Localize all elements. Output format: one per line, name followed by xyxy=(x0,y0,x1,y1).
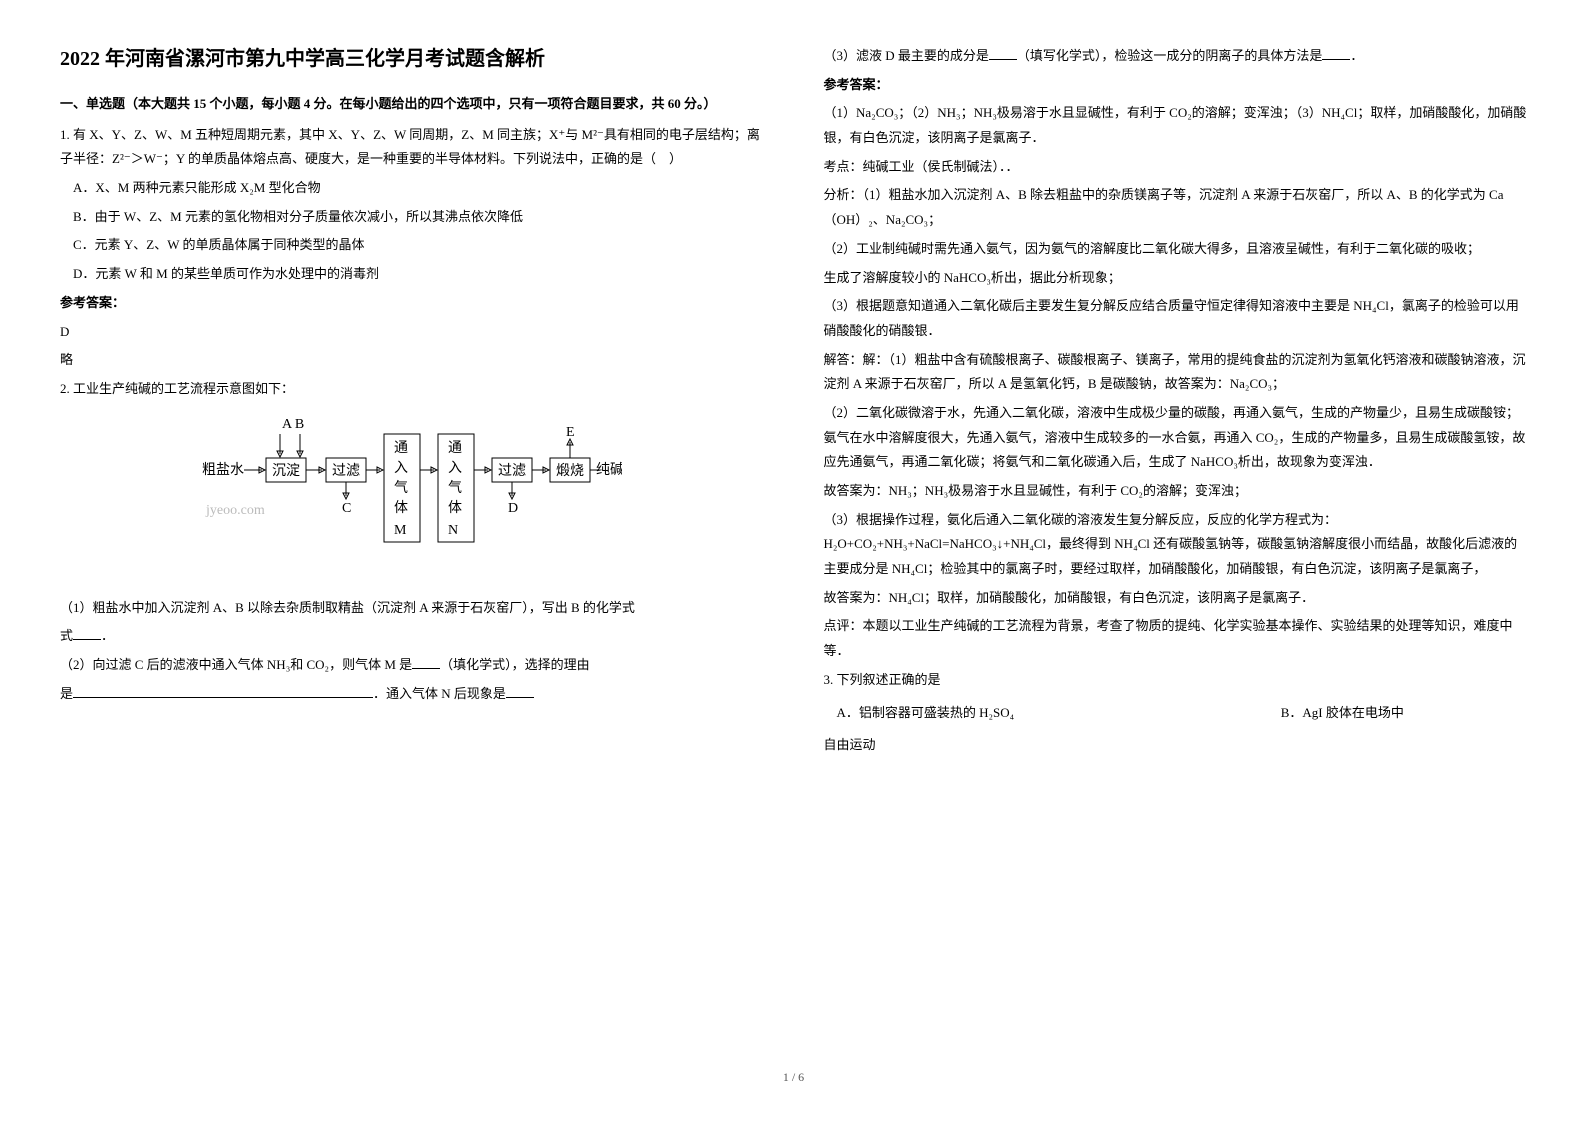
diag-duanshao: 煅烧 xyxy=(556,463,584,479)
left-column: 2022 年河南省漯河市第九中学高三化学月考试题含解析 一、单选题（本大题共 1… xyxy=(60,40,764,1060)
q2-sub1: （1）粗盐水中加入沉淀剂 A、B 以除去杂质制取精盐（沉淀剂 A 来源于石灰窑厂… xyxy=(60,596,764,621)
q3-stem: 3. 下列叙述正确的是 xyxy=(824,668,1528,693)
diag-e: E xyxy=(566,425,575,440)
q3-opt-b-cont: 自由运动 xyxy=(824,733,1528,758)
q2-sub3: （3）滤液 D 最主要的成分是（填写化学式），检验这一成分的阴离子的具体方法是． xyxy=(824,44,1528,69)
q2-answer-line: （1）Na₂CO₃；（2）NH₃；NH₃极易溶于水且显碱性，有利于 CO₂的溶解… xyxy=(824,101,1528,150)
q2-jieda-2: （2）二氧化碳微溶于水，先通入二氧化碳，溶液中生成极少量的碳酸，再通入氨气，生成… xyxy=(824,401,1528,475)
diag-ru1: 入 xyxy=(394,461,408,476)
q2-fenxi-2: （2）工业制纯碱时需先通入氨气，因为氨气的溶解度比二氧化碳大得多，且溶液呈碱性，… xyxy=(824,237,1528,262)
q3-opts-line1: A．铝制容器可盛装热的 H₂SO₄ B．AgI 胶体在电场中 xyxy=(824,697,1528,730)
diag-d: D xyxy=(508,501,518,516)
diag-ti2: 体 xyxy=(448,500,462,516)
q2-stem: 2. 工业生产纯碱的工艺流程示意图如下： xyxy=(60,377,764,402)
q1-answer: D xyxy=(60,320,764,345)
right-column: （3）滤液 D 最主要的成分是（填写化学式），检验这一成分的阴离子的具体方法是．… xyxy=(824,40,1528,1060)
q1-answer-label: 参考答案： xyxy=(60,291,764,316)
q2-jieda-3b: 故答案为：NH₄Cl；取样，加硝酸酸化，加硝酸银，有白色沉淀，该阴离子是氯离子． xyxy=(824,586,1528,611)
q2-sub3-text-a: （3）滤液 D 最主要的成分是 xyxy=(824,48,989,63)
q1-opt-c: C．元素 Y、Z、W 的单质晶体属于同种类型的晶体 xyxy=(73,233,764,258)
diag-guolv1: 过滤 xyxy=(332,463,360,479)
q2-sub2-text-b: （填化学式），选择的理由 xyxy=(440,657,590,672)
diag-chunj: 纯碱 xyxy=(596,462,622,478)
section-1-head: 一、单选题（本大题共 15 个小题，每小题 4 分。在每小题给出的四个选项中，只… xyxy=(60,92,764,117)
diag-m: M xyxy=(394,523,407,538)
q2-sub1-text: （1）粗盐水中加入沉淀剂 A、B 以除去杂质制取精盐（沉淀剂 A 来源于石灰窑厂… xyxy=(60,600,635,615)
diag-n: N xyxy=(448,523,458,538)
q2-sub2-blank1 xyxy=(412,656,440,669)
q1-explain: 略 xyxy=(60,348,764,373)
q2-jieda-3: （3）根据操作过程，氨化后通入二氧化碳的溶液发生复分解反应，反应的化学方程式为：… xyxy=(824,508,1528,582)
q2-sub3-text-b: （填写化学式），检验这一成分的阴离子的具体方法是 xyxy=(1017,48,1323,63)
diag-ti1: 体 xyxy=(394,500,408,516)
diag-chendian: 沉淀 xyxy=(272,463,300,479)
diag-cuyan: 粗盐水 xyxy=(202,462,244,478)
q2-dianping: 点评：本题以工业生产纯碱的工艺流程为背景，考查了物质的提纯、化学实验基本操作、实… xyxy=(824,614,1528,663)
q1-opt-d: D．元素 W 和 M 的某些单质可作为水处理中的消毒剂 xyxy=(73,262,764,287)
q2-sub1-blankline: 式． xyxy=(60,624,764,649)
q2-answer-label: 参考答案： xyxy=(824,73,1528,98)
q3-opt-a: A．铝制容器可盛装热的 H₂SO₄ xyxy=(837,701,1015,726)
q2-jieda-2b: 故答案为：NH₃；NH₃极易溶于水且显碱性，有利于 CO₂的溶解；变浑浊； xyxy=(824,479,1528,504)
page-footer: 1 / 6 xyxy=(0,1060,1587,1085)
q2-sub2-text-c: 是 xyxy=(60,686,73,701)
q2-sub2-line2: 是 ．通入气体 N 后现象是 xyxy=(60,682,764,707)
page-title: 2022 年河南省漯河市第九中学高三化学月考试题含解析 xyxy=(60,40,764,78)
q3-opt-b: B．AgI 胶体在电场中 xyxy=(1281,705,1404,720)
q2-sub1-blank xyxy=(73,628,101,641)
q2-fenxi-4: （3）根据题意知道通入二氧化碳后主要发生复分解反应结合质量守恒定律得知溶液中主要… xyxy=(824,294,1528,343)
q2-flow-diagram: A B 粗盐水 沉淀 过滤 C 通 入 气 体 xyxy=(202,414,622,584)
q1-opt-a: A．X、M 两种元素只能形成 X₂M 型化合物 xyxy=(73,176,764,201)
q1-opt-b: B．由于 W、Z、M 元素的氢化物相对分子质量依次减小，所以其沸点依次降低 xyxy=(73,205,764,230)
diag-qi1: 气 xyxy=(394,480,408,496)
q2-kaodian: 考点：纯碱工业（侯氏制碱法）．． xyxy=(824,155,1528,180)
diag-ab: A B xyxy=(282,417,304,432)
q2-sub2-blank2 xyxy=(73,685,373,698)
q2-fenxi-3: 生成了溶解度较小的 NaHCO₃析出，据此分析现象； xyxy=(824,266,1528,291)
diag-qi2: 气 xyxy=(448,480,462,496)
q2-sub2-text-d: ．通入气体 N 后现象是 xyxy=(373,686,506,701)
diag-guolv2: 过滤 xyxy=(498,463,526,479)
q2-sub2: （2）向过滤 C 后的滤液中通入气体 NH₃和 CO₂，则气体 M 是 （填化学式… xyxy=(60,653,764,678)
q1-stem: 1. 有 X、Y、Z、W、M 五种短周期元素，其中 X、Y、Z、W 同周期，Z、… xyxy=(60,123,764,172)
diag-watermark: jyeoo.com xyxy=(205,503,265,518)
q2-jieda-1: 解答：解：（1）粗盐中含有硫酸根离子、碳酸根离子、镁离子，常用的提纯食盐的沉淀剂… xyxy=(824,348,1528,397)
q2-fenxi-1: 分析：（1）粗盐水加入沉淀剂 A、B 除去粗盐中的杂质镁离子等，沉淀剂 A 来源… xyxy=(824,183,1528,232)
diag-ru2: 入 xyxy=(448,461,462,476)
q2-sub2-blank3 xyxy=(506,685,534,698)
q2-sub2-text-a: （2）向过滤 C 后的滤液中通入气体 NH₃和 CO₂，则气体 M 是 xyxy=(60,657,412,672)
q2-sub3-blank1 xyxy=(989,47,1017,60)
diag-c: C xyxy=(342,501,351,516)
q2-sub3-blank2 xyxy=(1322,47,1350,60)
diag-tong2: 通 xyxy=(448,440,462,456)
diag-tong1: 通 xyxy=(394,440,408,456)
